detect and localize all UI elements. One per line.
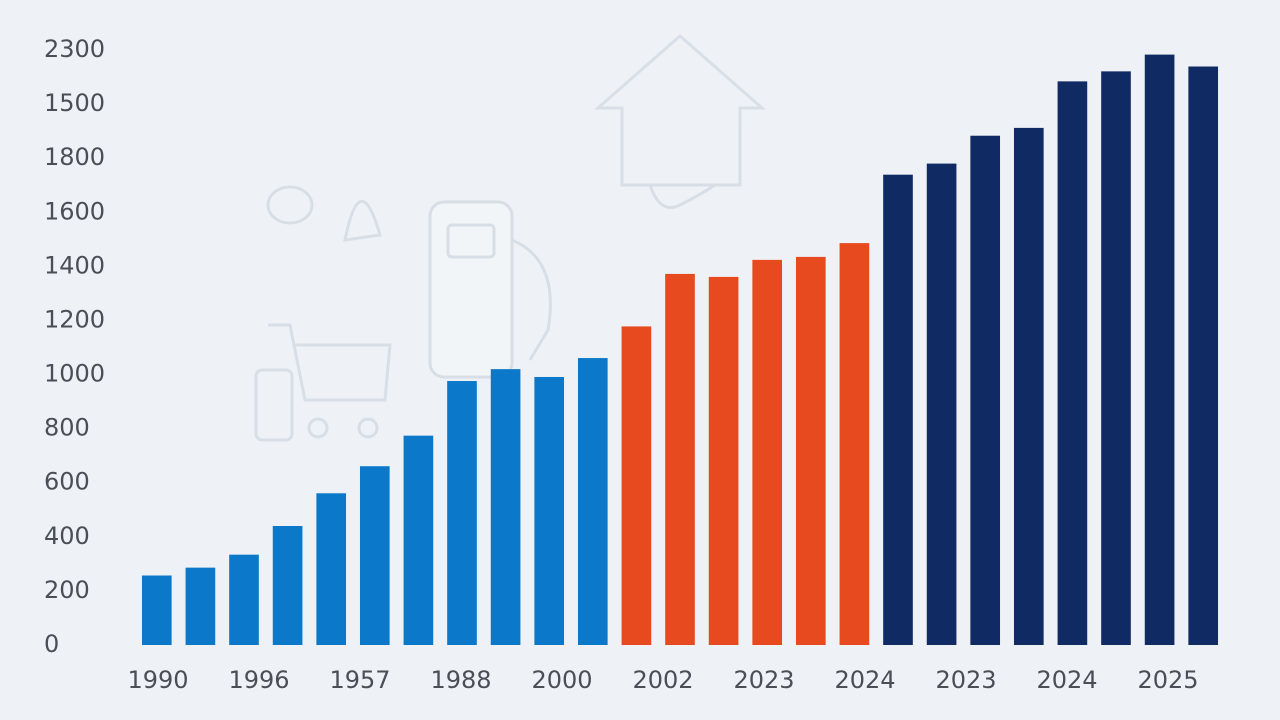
y-tick-label: 600 xyxy=(44,468,90,496)
y-tick-label: 2300 xyxy=(44,35,105,63)
bar xyxy=(490,369,521,645)
y-tick-label: 1500 xyxy=(44,89,105,117)
y-tick-label: 400 xyxy=(44,522,90,550)
bar xyxy=(708,276,739,645)
y-tick-label: 0 xyxy=(44,630,59,658)
bar xyxy=(752,259,783,645)
x-tick-label: 2000 xyxy=(531,666,592,694)
y-tick-label: 1600 xyxy=(44,197,105,225)
bar xyxy=(1188,66,1219,645)
bar xyxy=(229,554,259,645)
background-illustration xyxy=(254,34,766,442)
bar xyxy=(1144,54,1175,646)
bar xyxy=(621,326,652,645)
bar xyxy=(359,466,390,645)
bar xyxy=(316,493,347,645)
x-tick-label: 2023 xyxy=(733,666,794,694)
y-tick-label: 200 xyxy=(44,576,90,604)
x-tick-label: 2002 xyxy=(632,666,693,694)
y-tick-label: 800 xyxy=(44,414,90,442)
bar xyxy=(883,174,913,645)
bar xyxy=(577,358,608,645)
bar xyxy=(534,376,565,645)
x-tick-label: 1988 xyxy=(430,666,491,694)
bar xyxy=(403,435,434,645)
bar xyxy=(1057,81,1088,645)
bar xyxy=(141,575,172,645)
bar xyxy=(185,567,216,645)
bar xyxy=(839,243,870,645)
bar xyxy=(1013,127,1044,645)
y-tick-label: 1400 xyxy=(44,251,105,279)
x-tick-label: 1996 xyxy=(228,666,289,694)
x-tick-label: 2024 xyxy=(834,666,895,694)
bar xyxy=(272,526,303,645)
x-tick-label: 1990 xyxy=(127,666,188,694)
y-tick-label: 1000 xyxy=(44,360,105,388)
bar xyxy=(795,256,826,645)
y-tick-label: 1200 xyxy=(44,305,105,333)
x-tick-label: 2024 xyxy=(1036,666,1097,694)
bar xyxy=(447,381,477,645)
bar xyxy=(926,163,957,645)
bar xyxy=(665,273,695,645)
bar xyxy=(1101,71,1131,645)
x-tick-label: 2023 xyxy=(935,666,996,694)
x-tick-label: 2025 xyxy=(1137,666,1198,694)
y-tick-label: 1800 xyxy=(44,143,105,171)
x-tick-label: 1957 xyxy=(329,666,390,694)
bar xyxy=(970,135,1001,646)
